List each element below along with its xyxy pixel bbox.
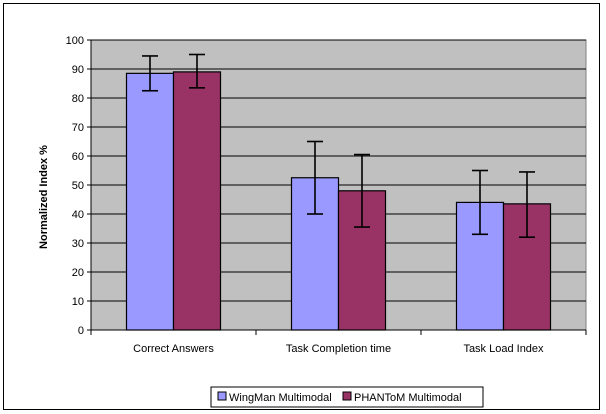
y-tick-label: 40 bbox=[72, 209, 84, 221]
legend-label-phantom: PHANToM Multimodal bbox=[354, 392, 462, 404]
bar-phantom bbox=[172, 71, 222, 331]
bar-wingman bbox=[125, 72, 175, 331]
y-tick-label: 0 bbox=[78, 325, 84, 337]
legend-label-wingman: WingMan Multimodal bbox=[229, 392, 332, 404]
x-tick-label: Task Completion time bbox=[286, 343, 391, 355]
y-tick-label: 70 bbox=[72, 122, 84, 134]
legend: WingMan Multimodal PHANToM Multimodal bbox=[210, 386, 484, 408]
legend-swatch-phantom bbox=[342, 391, 352, 401]
x-tick-label: Correct Answers bbox=[133, 343, 214, 355]
y-tick-label: 30 bbox=[72, 238, 84, 250]
y-tick-label: 90 bbox=[72, 64, 84, 76]
y-tick-label: 10 bbox=[72, 296, 84, 308]
y-tick-label: 80 bbox=[72, 93, 84, 105]
y-tick-label: 100 bbox=[66, 35, 84, 47]
error-bars bbox=[142, 53, 535, 238]
y-axis-label: Normalized Index % bbox=[38, 145, 50, 249]
y-tick-label: 50 bbox=[72, 180, 84, 192]
legend-swatch-wingman bbox=[217, 391, 227, 401]
axis-ticks: 0 10 20 30 40 50 60 70 80 90 100 Correct Answers Tas… bbox=[66, 35, 587, 355]
x-tick-label: Task Load Index bbox=[463, 343, 544, 355]
y-tick-label: 60 bbox=[72, 151, 84, 163]
y-tick-label: 20 bbox=[72, 267, 84, 279]
